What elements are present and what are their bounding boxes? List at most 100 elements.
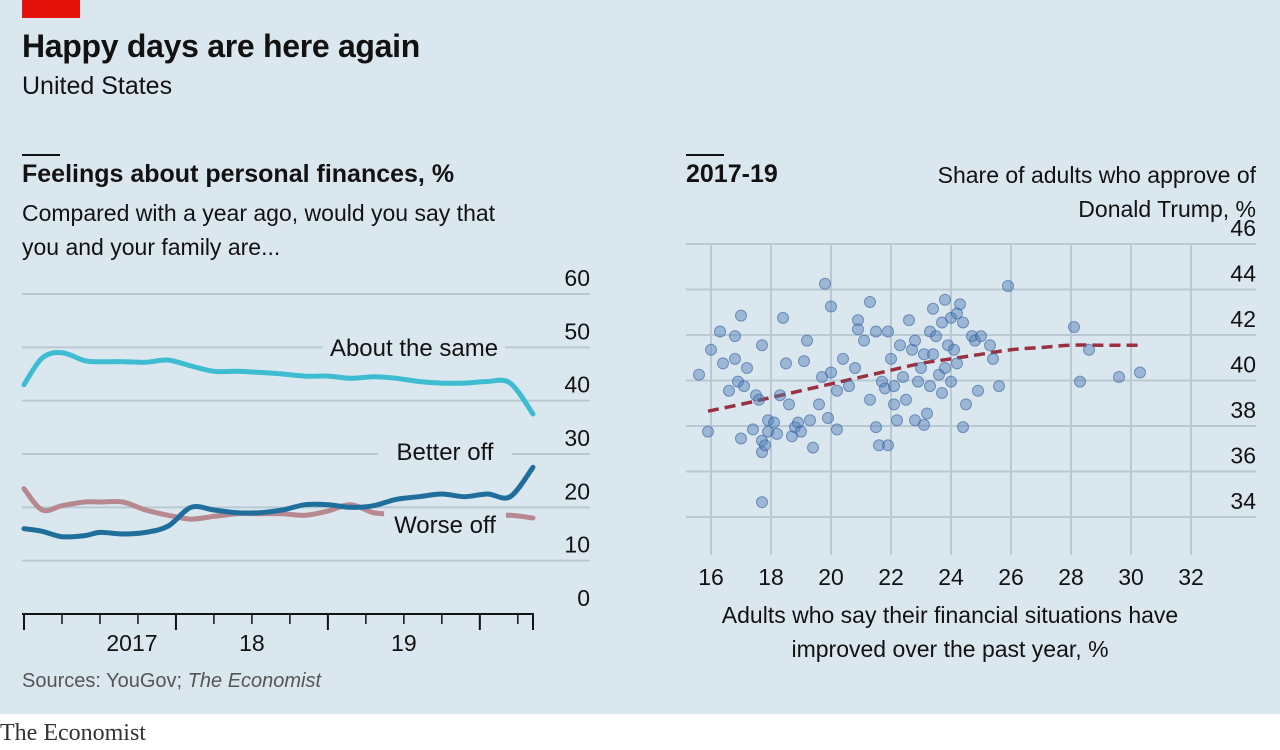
scatter-point bbox=[735, 432, 747, 445]
scatter-point bbox=[705, 343, 717, 356]
scatter-point bbox=[951, 307, 963, 320]
scatter-point bbox=[912, 375, 924, 388]
scatter-point bbox=[717, 357, 729, 370]
scatter-point bbox=[849, 361, 861, 374]
scatter-point bbox=[927, 348, 939, 361]
scatter-point bbox=[753, 393, 765, 406]
scatter-point bbox=[957, 421, 969, 434]
chart-subtitle: United States bbox=[22, 72, 173, 100]
right-y-tick-label: 36 bbox=[1230, 443, 1256, 469]
scatter-point bbox=[876, 375, 888, 388]
series-label: Worse off bbox=[394, 512, 496, 539]
series-line-about-the-same bbox=[21, 350, 536, 417]
right-x-tick-label: 30 bbox=[1118, 564, 1144, 590]
left-chart-series: About the same Better off Worse off bbox=[21, 332, 536, 540]
scatter-point bbox=[900, 393, 912, 406]
scatter-point bbox=[945, 311, 957, 324]
right-panel-rule bbox=[686, 154, 724, 156]
scatter-point bbox=[918, 348, 930, 361]
scatter-point bbox=[921, 407, 933, 420]
scatter-point bbox=[954, 298, 966, 311]
right-panel-ylabel: Share of adults who approve of Donald Tr… bbox=[937, 162, 1256, 222]
scatter-point bbox=[822, 412, 834, 424]
left-y-tick-label: 40 bbox=[564, 372, 590, 398]
right-x-tick-label: 32 bbox=[1178, 564, 1204, 590]
scatter-point bbox=[777, 311, 789, 324]
chart-canvas: Happy days are here again United States … bbox=[0, 0, 1280, 714]
scatter-point bbox=[891, 414, 903, 427]
right-chart-gridlines: 16 18 20 22 24 26 28 30 32 46 44 42 40 38 36 34 bbox=[686, 215, 1256, 590]
scatter-point bbox=[864, 295, 876, 308]
left-x-tick-label: 19 bbox=[391, 630, 417, 656]
scatter-point bbox=[738, 380, 750, 393]
right-y-tick-label: 46 bbox=[1230, 215, 1256, 241]
right-x-tick-label: 18 bbox=[758, 564, 784, 590]
scatter-point bbox=[864, 393, 876, 406]
charts-svg: About the same Better off Worse off 60 50 40… bbox=[21, 215, 1256, 656]
series-label: About the same bbox=[330, 335, 498, 362]
series-line-better-off bbox=[21, 464, 536, 540]
left-panel-heading: Feelings about personal finances, % bbox=[22, 160, 455, 188]
right-x-tick-label: 24 bbox=[938, 564, 964, 590]
scatter-point bbox=[783, 398, 795, 411]
scatter-point bbox=[960, 398, 972, 411]
scatter-point bbox=[888, 380, 900, 393]
right-y-tick-label: 42 bbox=[1230, 306, 1256, 332]
series-label-bg bbox=[378, 436, 512, 466]
scatter-point bbox=[984, 339, 996, 352]
scatter-point bbox=[843, 380, 855, 393]
scatter-point bbox=[852, 314, 864, 327]
left-y-tick-label: 50 bbox=[564, 318, 590, 344]
scatter-point bbox=[885, 352, 897, 365]
right-x-tick-label: 20 bbox=[818, 564, 844, 590]
scatter-point bbox=[759, 439, 771, 452]
right-y-tick-label: 40 bbox=[1230, 352, 1256, 378]
scatter-point bbox=[972, 384, 984, 397]
scatter-point bbox=[939, 293, 951, 306]
scatter-point bbox=[945, 375, 957, 388]
scatter-point bbox=[792, 416, 804, 429]
left-x-tick-label: 18 bbox=[239, 630, 265, 656]
scatter-point bbox=[831, 384, 843, 397]
brand-accent-bar bbox=[22, 0, 80, 18]
scatter-point bbox=[780, 357, 792, 370]
series-label-bg bbox=[384, 509, 506, 539]
scatter-point bbox=[729, 352, 741, 365]
scatter-point bbox=[714, 325, 726, 338]
scatter-point bbox=[879, 382, 891, 395]
right-chart-points bbox=[693, 277, 1146, 509]
series-label: Better off bbox=[397, 439, 494, 466]
scatter-point bbox=[1074, 375, 1086, 388]
scatter-point bbox=[942, 339, 954, 352]
scatter-point bbox=[1083, 343, 1095, 356]
scatter-point bbox=[1134, 366, 1146, 379]
right-x-tick-label: 16 bbox=[698, 564, 724, 590]
scatter-point bbox=[951, 357, 963, 370]
scatter-point bbox=[741, 361, 753, 374]
scatter-point bbox=[957, 316, 969, 329]
scatter-point bbox=[831, 423, 843, 436]
right-y-tick-label: 34 bbox=[1230, 488, 1256, 514]
scatter-point bbox=[909, 334, 921, 347]
scatter-point bbox=[927, 302, 939, 315]
source-prefix: Sources: YouGov; bbox=[22, 670, 188, 692]
scatter-point bbox=[915, 361, 927, 374]
scatter-point bbox=[903, 314, 915, 327]
scatter-point bbox=[939, 361, 951, 374]
left-chart-gridlines bbox=[22, 293, 590, 562]
right-y-tick-label: 44 bbox=[1230, 261, 1256, 287]
left-y-tick-label: 0 bbox=[577, 585, 590, 611]
scatter-point bbox=[1002, 280, 1014, 293]
scatter-point bbox=[924, 380, 936, 393]
scatter-point bbox=[936, 386, 948, 399]
left-y-tick-label: 10 bbox=[564, 532, 590, 558]
scatter-point bbox=[858, 334, 870, 347]
scatter-point bbox=[804, 414, 816, 427]
scatter-point bbox=[870, 421, 882, 434]
right-x-tick-label: 28 bbox=[1058, 564, 1084, 590]
economist-logo-text: The Economist bbox=[0, 720, 146, 746]
scatter-point bbox=[987, 352, 999, 365]
scatter-point bbox=[897, 371, 909, 384]
scatter-point bbox=[882, 439, 894, 452]
right-panel-heading: 2017-19 bbox=[686, 160, 778, 188]
